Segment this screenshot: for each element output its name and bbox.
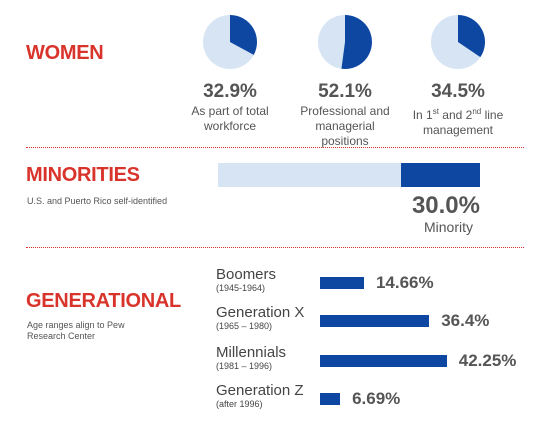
women-value-1: 32.9% — [203, 81, 257, 102]
generational-note: Age ranges align to Pew Research Center — [27, 320, 125, 342]
women-value-3: 34.5% — [431, 81, 485, 102]
generation-bar — [320, 393, 341, 405]
generation-name: Generation X — [216, 304, 305, 321]
women-title: WOMEN — [26, 42, 104, 64]
pie-value-slice — [341, 15, 372, 69]
generational-title: GENERATIONAL — [26, 290, 181, 312]
women-pie-1: 32.9% As part of total workforce — [175, 14, 285, 134]
generation-name: Boomers — [216, 266, 277, 283]
generation-label: Boomers (1945-1964) — [216, 266, 277, 294]
minorities-bar — [218, 163, 480, 187]
generation-bar — [320, 277, 364, 289]
women-pie-chart-2 — [318, 15, 372, 69]
generation-label: Millennials (1981 – 1996) — [216, 344, 287, 372]
generation-range: (1981 – 1996) — [216, 361, 273, 371]
generation-range: (1945-1964) — [216, 283, 266, 293]
generation-label: Generation Z (after 1996) — [216, 382, 304, 410]
women-pie-chart-3 — [431, 15, 486, 69]
generation-value: 6.69% — [352, 389, 401, 408]
pie-value-slice — [230, 15, 257, 55]
minorities-note: U.S. and Puerto Rico self-identified — [27, 196, 168, 206]
generation-name: Millennials — [216, 344, 287, 361]
section-divider-1 — [26, 147, 524, 148]
women-caption-2: Professional and managerial positions — [290, 104, 400, 149]
generation-label: Generation X (1965 – 1980) — [216, 304, 305, 332]
generation-range: (1965 – 1980) — [216, 321, 273, 331]
generation-value: 36.4% — [441, 311, 490, 330]
section-divider-2 — [26, 247, 524, 248]
women-caption-1: As part of total workforce — [175, 104, 285, 134]
women-pie-chart-1 — [203, 15, 257, 69]
generation-value: 42.25% — [458, 351, 517, 370]
caption-line: As part of total — [191, 104, 269, 118]
women-value-2: 52.1% — [318, 81, 372, 102]
generation-name: Generation Z — [216, 382, 304, 399]
women-pie-2: 52.1% Professional and managerial positi… — [290, 14, 400, 149]
minorities-caption: Minority — [423, 219, 473, 235]
women-caption-3: In 1st and 2nd line management — [412, 107, 504, 137]
generation-range: (after 1996) — [216, 399, 263, 409]
generation-bar — [320, 315, 430, 327]
minorities-value: 30.0% — [411, 192, 480, 219]
generation-bar — [320, 355, 447, 367]
minorities-title: MINORITIES — [26, 164, 140, 186]
caption-line: Professional and — [300, 104, 390, 118]
pie-value-slice — [458, 15, 486, 58]
minorities-bar-other — [218, 163, 401, 187]
caption-line: managerial positions — [315, 119, 375, 148]
minorities-bar-minority — [401, 163, 480, 187]
caption-line: workforce — [203, 119, 256, 133]
note-line: Age ranges align to Pew — [27, 320, 125, 330]
generation-value: 14.66% — [375, 273, 434, 292]
women-pie-3: 34.5% In 1st and 2nd line management — [403, 14, 513, 138]
note-line: Research Center — [27, 331, 96, 341]
